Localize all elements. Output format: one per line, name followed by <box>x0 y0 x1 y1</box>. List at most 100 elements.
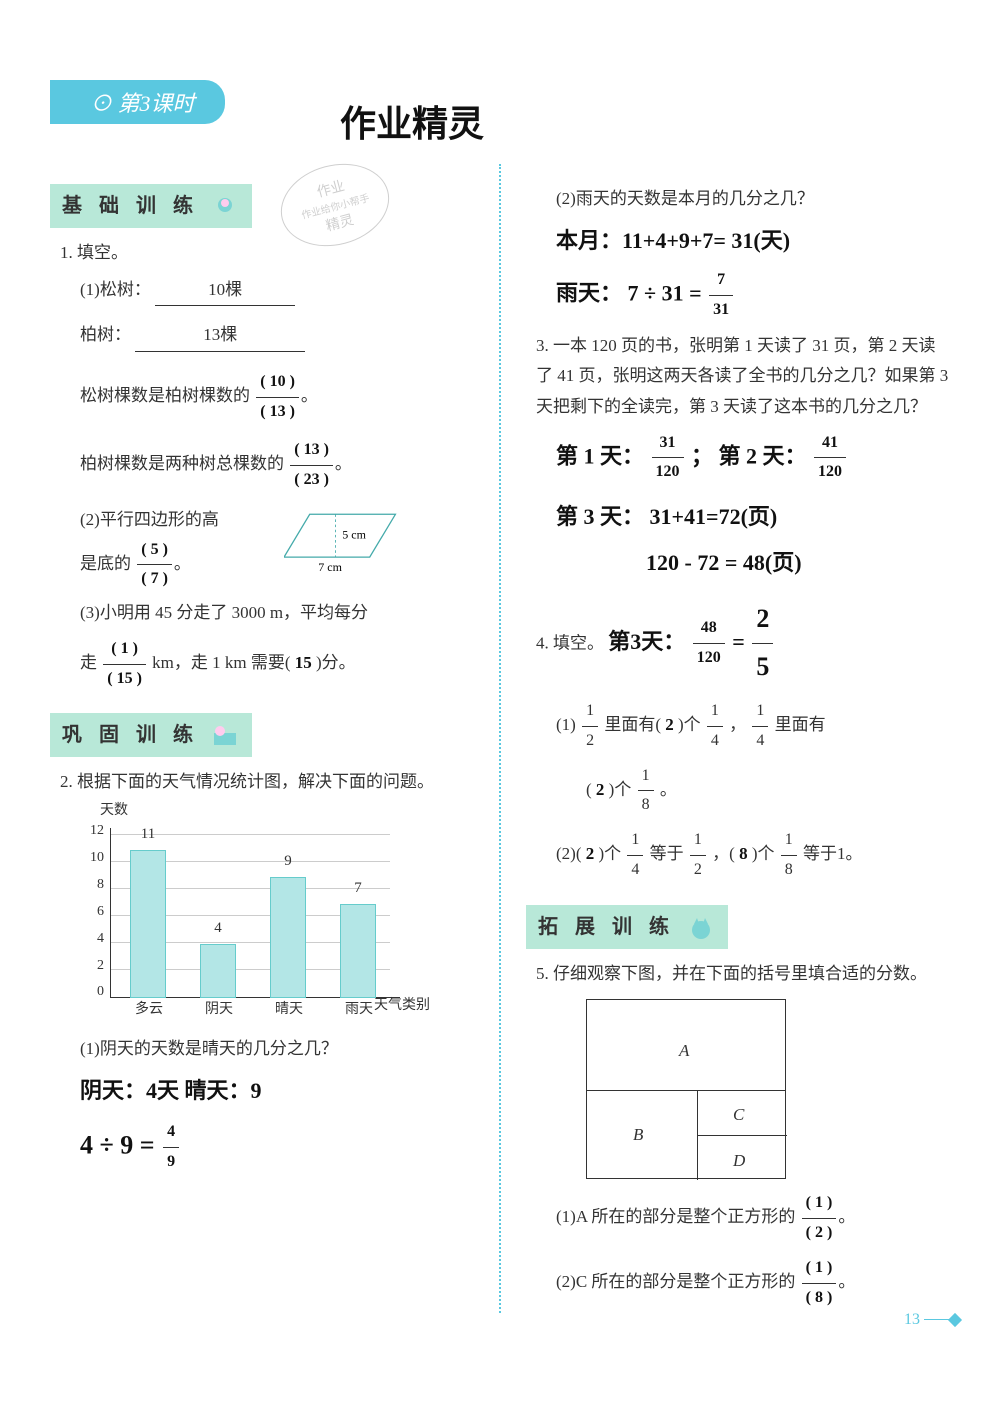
q1-1-frac2-den: ( 23 ) <box>290 466 333 495</box>
q4-title-text: 4. 填空。 <box>536 634 604 653</box>
q1-1-line2-text: 柏树棵数是两种树总棵数的 <box>80 455 284 474</box>
q2-2-hw2: 雨天： 7 ÷ 31 = 731 <box>556 266 950 325</box>
cat-icon <box>686 916 716 940</box>
q4-2-f2n: 1 <box>690 826 706 856</box>
xlabel-cloudy: 多云 <box>124 997 174 1022</box>
q3-hw1-pre: 第 1 天： <box>556 443 644 468</box>
q1-1-pine-val: 10棵 <box>155 275 295 307</box>
q1-3-frac-den: ( 15 ) <box>103 665 146 694</box>
q4-2b: )个 <box>594 844 625 863</box>
diagram-label-b: B <box>633 1120 643 1151</box>
girl-icon <box>210 195 240 219</box>
xlabel-sunny: 晴天 <box>264 997 314 1022</box>
ytick-4: 4 <box>76 926 104 951</box>
q4-hw-pre: 第3天： <box>608 629 685 654</box>
q4-1-f1n: 1 <box>582 697 598 727</box>
q4-2c: 等于 <box>650 844 688 863</box>
xlabel-rainy: 雨天 <box>334 997 384 1022</box>
q4-2a: (2)( <box>556 844 586 863</box>
q4-1l2c: 。 <box>660 780 677 799</box>
q4-2-f1n: 1 <box>627 826 643 856</box>
q4-hw-d2: 5 <box>752 644 773 691</box>
q4-2e: )个 <box>748 844 779 863</box>
page-diamond-icon <box>948 1312 962 1326</box>
q4-hw-n1: 48 <box>693 614 725 644</box>
q5-2-d: ( 8 ) <box>802 1284 837 1313</box>
q4-1-f2d: 4 <box>707 727 723 756</box>
parallelogram-icon: 5 cm 7 cm <box>284 505 404 565</box>
q4-2d: ，( <box>712 844 739 863</box>
q4-2-ans2: 8 <box>739 844 748 863</box>
q2-1-hw2-text: 4 ÷ 9 = <box>80 1130 161 1159</box>
q5-1: (1)A 所在的部分是整个正方形的 ( 1 )( 2 )。 <box>556 1189 950 1248</box>
q1-1-frac1-num: ( 10 ) <box>256 368 299 398</box>
q1-3-pre: 走 <box>80 653 97 672</box>
page-title-handwriting: 作业精灵 <box>340 95 484 147</box>
q4-1-f3n: 1 <box>752 697 768 727</box>
q3-hw3: 120 - 72 = 48(页) <box>646 543 950 583</box>
bar-sunny <box>270 877 306 998</box>
q1-2: (2)平行四边形的高 是底的 ( 5 ) ( 7 ) 。 5 cm 7 cm <box>80 505 474 594</box>
q4-2-f1d: 4 <box>627 856 643 885</box>
section-basic-label: 基 础 训 练 <box>62 195 199 217</box>
q4-1l2b: )个 <box>604 780 635 799</box>
q5-title: 5. 仔细观察下图，并在下面的括号里填合适的分数。 <box>536 959 950 990</box>
chart-y-title: 天数 <box>100 798 128 823</box>
q1-1-frac1-den: ( 13 ) <box>256 398 299 427</box>
q5-1-d: ( 2 ) <box>802 1219 837 1248</box>
para-height-label: 5 cm <box>343 527 367 541</box>
weather-bar-chart: 天数 天气类别 0 2 4 6 8 10 12 11 多云 <box>70 808 410 1028</box>
section-ext-header: 拓 展 训 练 <box>526 905 728 949</box>
q4-1b: 里面有( <box>604 715 665 734</box>
q1-3-mid: km，走 1 km 需要( <box>152 653 290 672</box>
q1-2-label: (2)平行四边形的高 <box>80 510 219 529</box>
q1-1-line2: 柏树棵数是两种树总棵数的 ( 13 ) ( 23 ) 。 <box>80 436 474 495</box>
q4-1c: )个 <box>674 715 705 734</box>
q4-hw-n2: 2 <box>752 596 773 644</box>
book-icon <box>210 725 240 749</box>
q1-3-ans: 15 <box>295 653 316 672</box>
q3-hw2: 第 3 天： 31+41=72(页) <box>556 497 950 537</box>
q1-1b: 柏树： 13棵 <box>80 320 474 352</box>
q1-3-post: )分。 <box>316 653 356 672</box>
q2-2-hw-n: 7 <box>709 266 733 296</box>
q5-1-pre: (1)A 所在的部分是整个正方形的 <box>556 1208 795 1227</box>
square-diagram: A B C D <box>586 999 786 1179</box>
section-consol-label: 巩 固 训 练 <box>62 724 199 746</box>
q5-2-pre: (2)C 所在的部分是整个正方形的 <box>556 1272 795 1291</box>
page-line-icon <box>924 1319 950 1320</box>
q2-2-hw1: 本月：11+4+9+7= 31(天) <box>556 221 950 261</box>
q5-2-n: ( 1 ) <box>802 1254 837 1284</box>
q1-3a: (3)小明用 45 分走了 3000 m，平均每分 <box>80 598 474 629</box>
q4-2: (2)( 2 )个 14 等于 12 ，( 8 )个 18 等于1。 <box>556 826 950 885</box>
q3-hw1b-d: 120 <box>814 458 846 487</box>
q4-1-f2n: 1 <box>707 697 723 727</box>
barval-rainy: 7 <box>340 875 376 902</box>
q5-1-n: ( 1 ) <box>802 1189 837 1219</box>
q4-2-f2d: 2 <box>690 856 706 885</box>
q3-hw1-d: 120 <box>652 458 684 487</box>
barval-sunny: 9 <box>270 848 306 875</box>
barval-overcast: 4 <box>200 915 236 942</box>
q1-1-pine-label: (1)松树： <box>80 280 151 299</box>
ytick-12: 12 <box>76 818 104 843</box>
q2-1-hw2: 4 ÷ 9 = 49 <box>80 1118 474 1177</box>
q2-2: (2)雨天的天数是本月的几分之几？ <box>556 184 950 215</box>
q4-hw-eq: = <box>732 629 750 654</box>
lesson-tab: 第3课时 <box>50 80 225 124</box>
q5-2: (2)C 所在的部分是整个正方形的 ( 1 )( 8 )。 <box>556 1254 950 1313</box>
q4-1-f4n: 1 <box>638 762 654 792</box>
q1-1-line1-text: 松树棵数是柏树棵数的 <box>80 386 250 405</box>
bar-overcast <box>200 944 236 998</box>
diagram-label-a: A <box>679 1036 689 1067</box>
q4-1d: ， <box>729 715 746 734</box>
q4-2-ans1: 2 <box>586 844 595 863</box>
q3-hw1-n: 31 <box>652 429 684 459</box>
diagram-label-c: C <box>733 1100 744 1131</box>
q4-1e: 里面有 <box>775 715 826 734</box>
q4-hw-d1: 120 <box>693 644 725 673</box>
q4-2-f3d: 8 <box>781 856 797 885</box>
q1-1-line1: 松树棵数是柏树棵数的 ( 10 ) ( 13 ) 。 <box>80 368 474 427</box>
q1-2-frac-den: ( 7 ) <box>137 565 172 594</box>
q4-1a: (1) <box>556 715 580 734</box>
